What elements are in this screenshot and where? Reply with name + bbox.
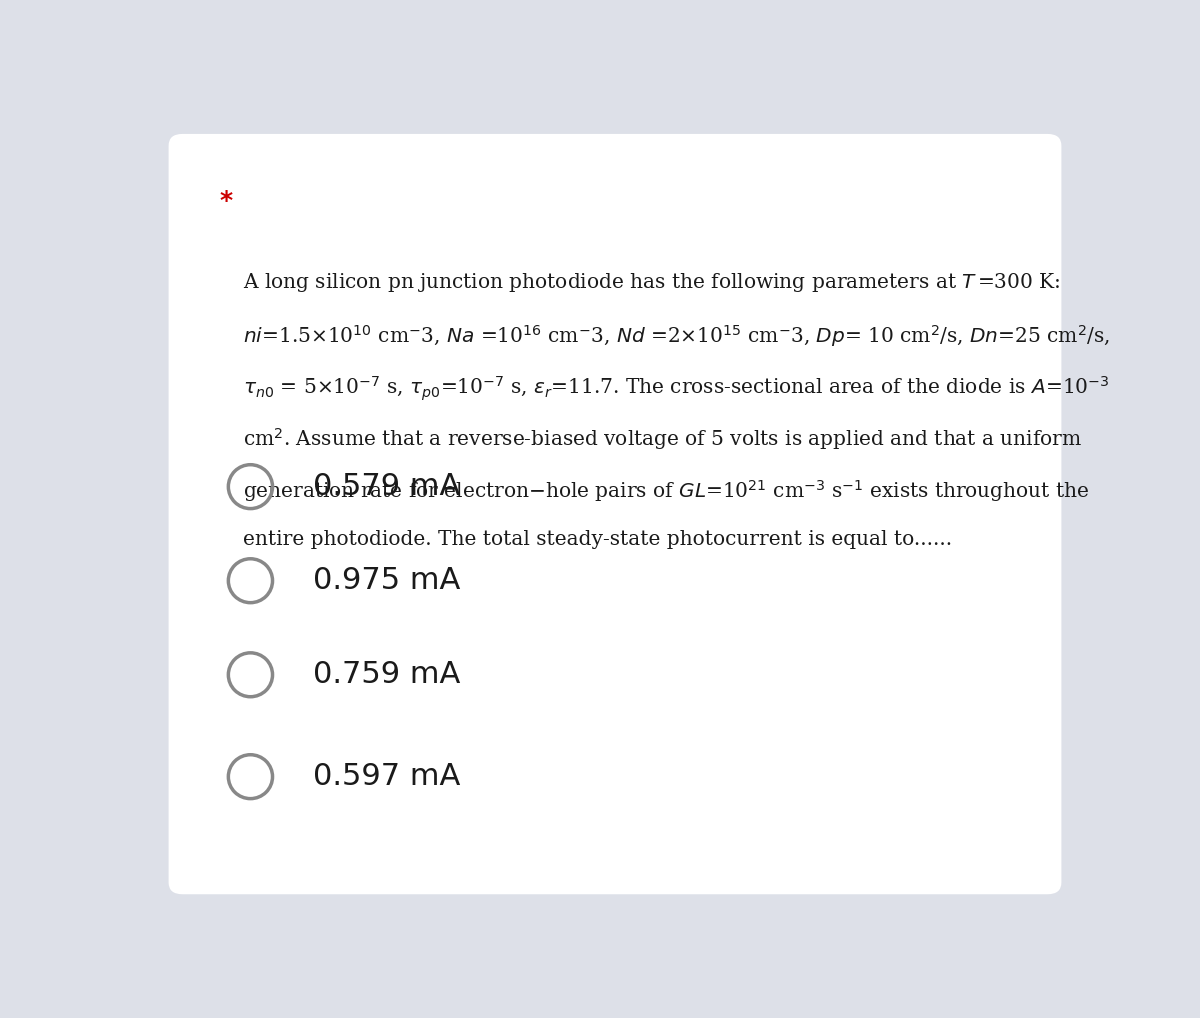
Text: 0.975 mA: 0.975 mA (313, 566, 460, 596)
Text: cm$^{2}$. Assume that a reverse-biased voltage of 5 volts is applied and that a : cm$^{2}$. Assume that a reverse-biased v… (242, 427, 1082, 452)
Text: 0.759 mA: 0.759 mA (313, 661, 460, 689)
Text: 0.579 mA: 0.579 mA (313, 472, 460, 501)
Text: $\tau_{n0}$ = 5$\times$10$^{-7}$ s, $\tau_{p0}$=10$^{-7}$ s, $\varepsilon_r$=11.: $\tau_{n0}$ = 5$\times$10$^{-7}$ s, $\ta… (242, 375, 1110, 403)
Text: $ni$=1.5$\times$10$^{10}$ cm$^{-}$3, $Na$ =10$^{16}$ cm$^{-}$3, $Nd$ =2$\times$1: $ni$=1.5$\times$10$^{10}$ cm$^{-}$3, $Na… (242, 323, 1110, 349)
FancyBboxPatch shape (168, 134, 1062, 894)
Text: generation rate for electron$-$hole pairs of $GL$=10$^{21}$ cm$^{-3}$ s$^{-1}$ e: generation rate for electron$-$hole pair… (242, 478, 1090, 504)
Text: *: * (220, 188, 233, 213)
Text: entire photodiode. The total steady-state photocurrent is equal to......: entire photodiode. The total steady-stat… (242, 529, 952, 549)
Text: 0.597 mA: 0.597 mA (313, 762, 460, 791)
Text: A long silicon pn junction photodiode has the following parameters at $T\,$=300 : A long silicon pn junction photodiode ha… (242, 271, 1061, 294)
